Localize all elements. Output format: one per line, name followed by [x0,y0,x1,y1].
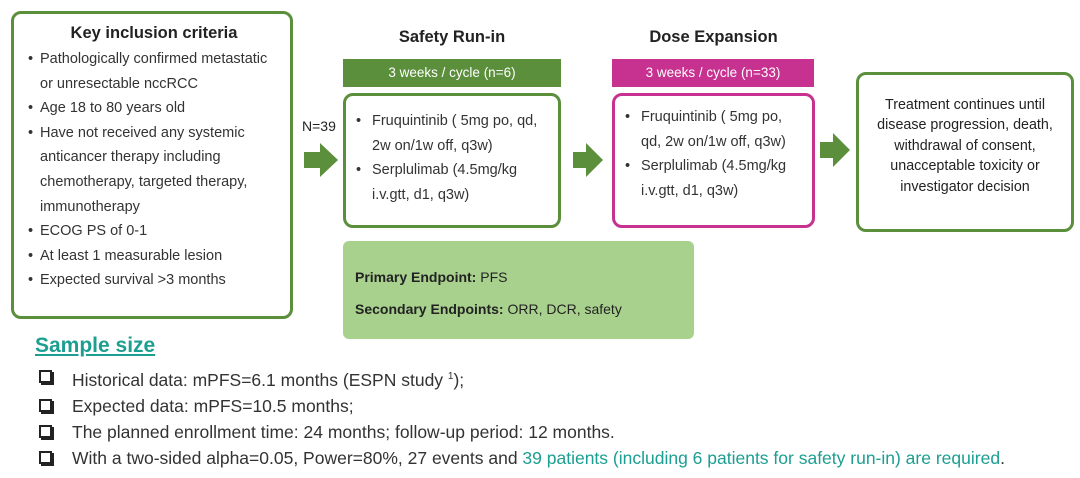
sample-size-text-tail: . [1000,447,1005,468]
safety-cycle-banner: 3 weeks / cycle (n=6) [343,59,561,87]
sample-size-text: The planned enrollment time: 24 months; … [72,421,615,442]
regimen-item: Fruquintinib ( 5mg po, qd, 2w on/1w off,… [356,109,548,158]
criteria-item: Have not received any systemic anticance… [28,121,280,219]
sample-size-title: Sample size [35,334,156,357]
sample-size-item: With a two-sided alpha=0.05, Power=80%, … [36,445,1005,471]
checkbox-icon [39,370,52,383]
endpoints-panel: Primary Endpoint: PFS Secondary Endpoint… [343,241,694,339]
treatment-continuation-box: Treatment continues until disease progre… [856,72,1074,232]
sample-size-list: Historical data: mPFS=6.1 months (ESPN s… [36,364,1005,471]
expansion-regimen-box: Fruquintinib ( 5mg po, qd, 2w on/1w off,… [612,93,815,228]
criteria-item: Age 18 to 80 years old [28,96,280,121]
sample-size-highlight: 39 patients (including 6 patients for sa… [522,447,1001,468]
regimen-item: Fruquintinib ( 5mg po, qd, 2w on/1w off,… [625,105,804,154]
primary-endpoint-label: Primary Endpoint: [355,269,477,285]
flow-arrow-icon [304,143,338,177]
secondary-endpoint-value: ORR, DCR, safety [507,301,622,317]
inclusion-criteria-title: Key inclusion criteria [70,24,238,42]
checkbox-icon [39,398,52,412]
flow-arrow-icon [820,133,850,167]
checkbox-icon [39,424,52,438]
criteria-item: Pathologically confirmed metastatic or u… [28,47,280,96]
treatment-continuation-text: Treatment continues until disease progre… [877,97,1053,195]
primary-endpoint-value: PFS [480,269,508,285]
enrollment-count-label: N=39 [302,118,336,134]
sample-size-text: Expected data: mPFS=10.5 months; [72,395,354,416]
sample-size-text: Historical data: mPFS=6.1 months (ESPN s… [72,369,448,390]
inclusion-criteria-list: Pathologically confirmed metastatic or u… [28,47,280,293]
checkbox-icon [39,450,52,464]
sample-size-text-tail: ); [453,369,465,390]
criteria-item: Expected survival >3 months [28,268,280,293]
regimen-item: Serplulimab (4.5mg/kg i.v.gtt, d1, q3w) [356,158,548,207]
dose-expansion-title: Dose Expansion [649,28,778,46]
sample-size-item: Historical data: mPFS=6.1 months (ESPN s… [36,364,1005,393]
sample-size-item: The planned enrollment time: 24 months; … [36,419,1005,445]
safety-run-in-title: Safety Run-in [398,28,506,46]
primary-endpoint-row: Primary Endpoint: PFS [355,267,694,287]
criteria-item: ECOG PS of 0-1 [28,219,280,244]
footnote-marker: 1 [447,371,454,382]
safety-regimen-list: Fruquintinib ( 5mg po, qd, 2w on/1w off,… [356,109,548,207]
inclusion-criteria-box: Key inclusion criteria Pathologically co… [11,11,293,319]
secondary-endpoint-label: Secondary Endpoints: [355,301,504,317]
secondary-endpoint-row: Secondary Endpoints: ORR, DCR, safety [355,299,694,319]
criteria-item: At least 1 measurable lesion [28,244,280,269]
sample-size-text: With a two-sided alpha=0.05, Power=80%, … [72,447,523,468]
safety-regimen-box: Fruquintinib ( 5mg po, qd, 2w on/1w off,… [343,93,561,228]
sample-size-item: Expected data: mPFS=10.5 months; [36,393,1005,419]
flow-arrow-icon [573,143,603,177]
expansion-regimen-list: Fruquintinib ( 5mg po, qd, 2w on/1w off,… [625,105,804,203]
expansion-cycle-banner: 3 weeks / cycle (n=33) [612,59,814,87]
regimen-item: Serplulimab (4.5mg/kg i.v.gtt, d1, q3w) [625,154,804,203]
